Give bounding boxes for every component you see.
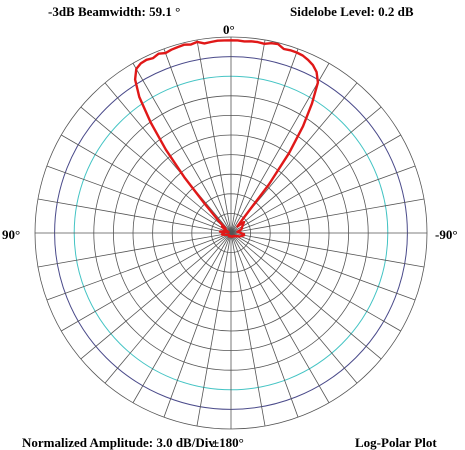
grid-spoke <box>61 134 232 234</box>
sidelobe-label: Sidelobe Level: 0.2 dB <box>290 4 414 19</box>
grid-spoke <box>230 232 330 403</box>
grid-spoke <box>46 232 232 301</box>
grid-spoke <box>230 232 358 384</box>
angle-label-180: ±180° <box>212 435 244 450</box>
grid-spoke <box>132 63 232 234</box>
grid-spoke <box>230 198 425 234</box>
grid-spoke <box>46 165 232 234</box>
grid-spoke <box>37 232 232 268</box>
grid-spoke <box>37 198 232 234</box>
grid-spoke <box>80 232 232 360</box>
angle-label-0: 0° <box>223 22 235 37</box>
grid-spoke <box>230 232 416 301</box>
grid-spoke <box>163 232 232 418</box>
grid-spoke <box>230 232 382 360</box>
grid-spoke <box>230 232 299 418</box>
amplitude-scale-label: Normalized Amplitude: 3.0 dB/Div <box>22 435 215 450</box>
grid-spoke <box>196 39 232 234</box>
grid-spokes <box>35 37 427 429</box>
grid-spoke <box>80 106 232 234</box>
grid-spoke <box>230 165 416 234</box>
grid-spoke <box>230 232 425 268</box>
radiation-pattern-trace <box>133 39 320 238</box>
grid-spoke <box>230 232 266 427</box>
beamwidth-label: -3dB Beamwidth: 59.1 ° <box>48 4 181 19</box>
grid-spoke <box>230 63 330 234</box>
grid-spoke <box>61 232 232 332</box>
grid-spoke <box>230 48 299 234</box>
grid-spoke <box>230 106 382 234</box>
pattern-trace-layer <box>133 39 320 238</box>
grid-spoke <box>230 232 401 332</box>
angle-label-90: 90° <box>2 227 21 242</box>
grid-spoke <box>230 39 266 234</box>
grid-spoke <box>104 232 232 384</box>
grid-spoke <box>196 232 232 427</box>
grid-spoke <box>163 48 232 234</box>
grid-spoke <box>104 82 232 234</box>
angle-label-neg90: -90° <box>435 227 458 242</box>
plot-type-label: Log-Polar Plot <box>355 435 437 450</box>
grid-spoke <box>132 232 232 403</box>
grid-spoke <box>230 134 401 234</box>
